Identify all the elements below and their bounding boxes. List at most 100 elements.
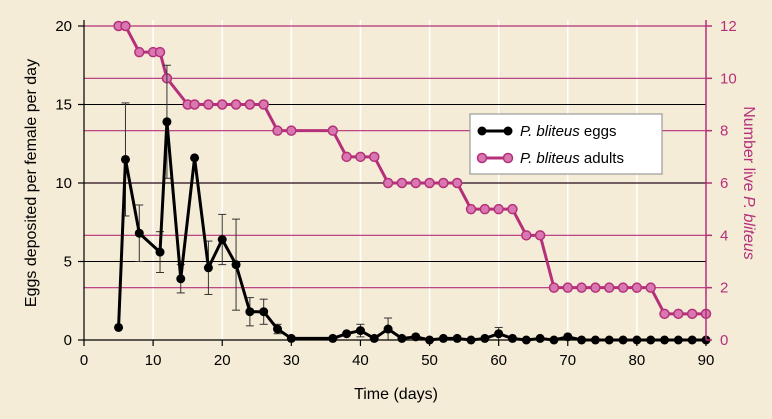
x-tick-label: 50 bbox=[421, 352, 438, 369]
y-tick-label: 0 bbox=[64, 332, 72, 349]
y2-tick-label: 12 bbox=[720, 18, 737, 35]
y-tick-label: 10 bbox=[55, 175, 72, 192]
x-tick-label: 30 bbox=[283, 352, 300, 369]
legend-eggs-marker-right bbox=[503, 126, 513, 136]
adults-point bbox=[534, 230, 546, 241]
y-tick-label: 5 bbox=[64, 254, 72, 271]
eggs-point bbox=[114, 322, 124, 332]
eggs-point bbox=[286, 333, 296, 343]
adults-point bbox=[493, 203, 504, 215]
x-tick-label: 20 bbox=[214, 352, 231, 369]
legend-eggs-name-suffix: eggs bbox=[580, 123, 617, 140]
eggs-point bbox=[480, 333, 490, 343]
adults-point bbox=[686, 308, 698, 320]
legend-eggs-marker-left bbox=[477, 126, 487, 136]
adults-point bbox=[134, 46, 145, 58]
y2-tick-label: 0 bbox=[720, 332, 728, 349]
legend-box bbox=[469, 113, 663, 175]
adults-point bbox=[659, 308, 670, 320]
legend-adults-label: P. bliteus adults bbox=[520, 150, 624, 167]
legend-entry-adults: P. bliteus adults bbox=[476, 150, 624, 167]
eggs-point bbox=[176, 274, 186, 284]
y2-axis-label-prefix: Number live bbox=[740, 106, 757, 196]
eggs-point bbox=[563, 332, 573, 342]
adults-point bbox=[382, 177, 394, 189]
adults-point bbox=[603, 282, 615, 293]
eggs-point bbox=[369, 333, 379, 343]
adults-point bbox=[631, 282, 643, 293]
eggs-point bbox=[507, 333, 517, 343]
adults-point bbox=[244, 99, 256, 110]
eggs-point bbox=[155, 247, 165, 257]
adults-point bbox=[154, 46, 166, 58]
eggs-point bbox=[383, 324, 393, 334]
x-tick-label: 90 bbox=[698, 352, 715, 369]
y2-tick-label: 10 bbox=[720, 70, 737, 87]
adults-point bbox=[189, 99, 200, 110]
eggs-point bbox=[355, 326, 365, 336]
eggs-point bbox=[259, 307, 269, 317]
adults-point bbox=[355, 151, 366, 163]
adults-point bbox=[521, 230, 532, 241]
eggs-point bbox=[134, 228, 144, 238]
eggs-point bbox=[342, 329, 352, 339]
eggs-point bbox=[203, 263, 213, 273]
eggs-point bbox=[231, 260, 241, 270]
y-tick-label: 15 bbox=[55, 97, 72, 114]
legend-adults-name-suffix: adults bbox=[580, 150, 624, 167]
adults-point bbox=[230, 99, 242, 110]
eggs-point bbox=[397, 333, 407, 343]
eggs-point bbox=[535, 333, 545, 343]
adults-point bbox=[216, 99, 228, 110]
y-tick-label: 20 bbox=[55, 18, 72, 35]
adults-point bbox=[120, 20, 131, 32]
x-tick-label: 70 bbox=[559, 352, 576, 369]
y2-axis-label: Number live P. bliteus bbox=[740, 106, 757, 260]
eggs-point bbox=[120, 154, 130, 164]
adults-point bbox=[424, 177, 435, 189]
adults-point bbox=[396, 177, 408, 189]
adults-point bbox=[203, 99, 214, 110]
adults-point bbox=[548, 282, 560, 293]
eggs-point bbox=[452, 333, 462, 343]
adults-point bbox=[410, 177, 421, 189]
legend: P. bliteus eggs P. bliteus adults bbox=[469, 113, 663, 175]
adults-point bbox=[673, 308, 684, 320]
x-tick-label: 80 bbox=[629, 352, 646, 369]
adults-point bbox=[562, 282, 574, 293]
legend-entry-eggs: P. bliteus eggs bbox=[477, 123, 616, 140]
eggs-point bbox=[328, 333, 338, 343]
adults-point bbox=[479, 203, 491, 215]
grid-layer bbox=[84, 20, 706, 340]
adults-point bbox=[465, 203, 477, 215]
y2-tick-label: 4 bbox=[720, 227, 728, 244]
adults-point bbox=[438, 177, 449, 189]
y2-tick-label: 6 bbox=[720, 175, 728, 192]
legend-adults-marker-left bbox=[476, 152, 488, 164]
x-axis-label: Time (days) bbox=[354, 386, 438, 403]
adults-point bbox=[341, 151, 352, 163]
y-axis-label: Eggs deposited per female per day bbox=[23, 59, 40, 307]
adults-point bbox=[258, 99, 269, 110]
adults-point bbox=[286, 125, 297, 136]
y2-axis-label-italic: P. bliteus bbox=[740, 196, 757, 260]
legend-adults-name-italic: P. bliteus bbox=[520, 150, 580, 167]
x-tick-label: 10 bbox=[145, 352, 162, 369]
eggs-point bbox=[245, 307, 255, 317]
legend-eggs-label: P. bliteus eggs bbox=[520, 123, 616, 140]
eggs-point bbox=[190, 153, 200, 163]
legend-adults-marker-right bbox=[502, 152, 514, 164]
eggs-point bbox=[438, 333, 448, 343]
y2-tick-label: 2 bbox=[720, 280, 728, 297]
eggs-point bbox=[411, 332, 421, 342]
axis-layer: 0 10 20 30 40 50 60 70 80 90 0 5 10 15 20 0 2 4 6 8 10 12 bbox=[55, 18, 736, 369]
eggs-point bbox=[162, 117, 172, 127]
adults-point bbox=[576, 282, 587, 293]
adults-point bbox=[272, 125, 283, 136]
x-tick-label: 60 bbox=[490, 352, 507, 369]
adults-point bbox=[590, 282, 601, 293]
x-tick-label: 40 bbox=[352, 352, 369, 369]
adults-point bbox=[617, 282, 629, 293]
